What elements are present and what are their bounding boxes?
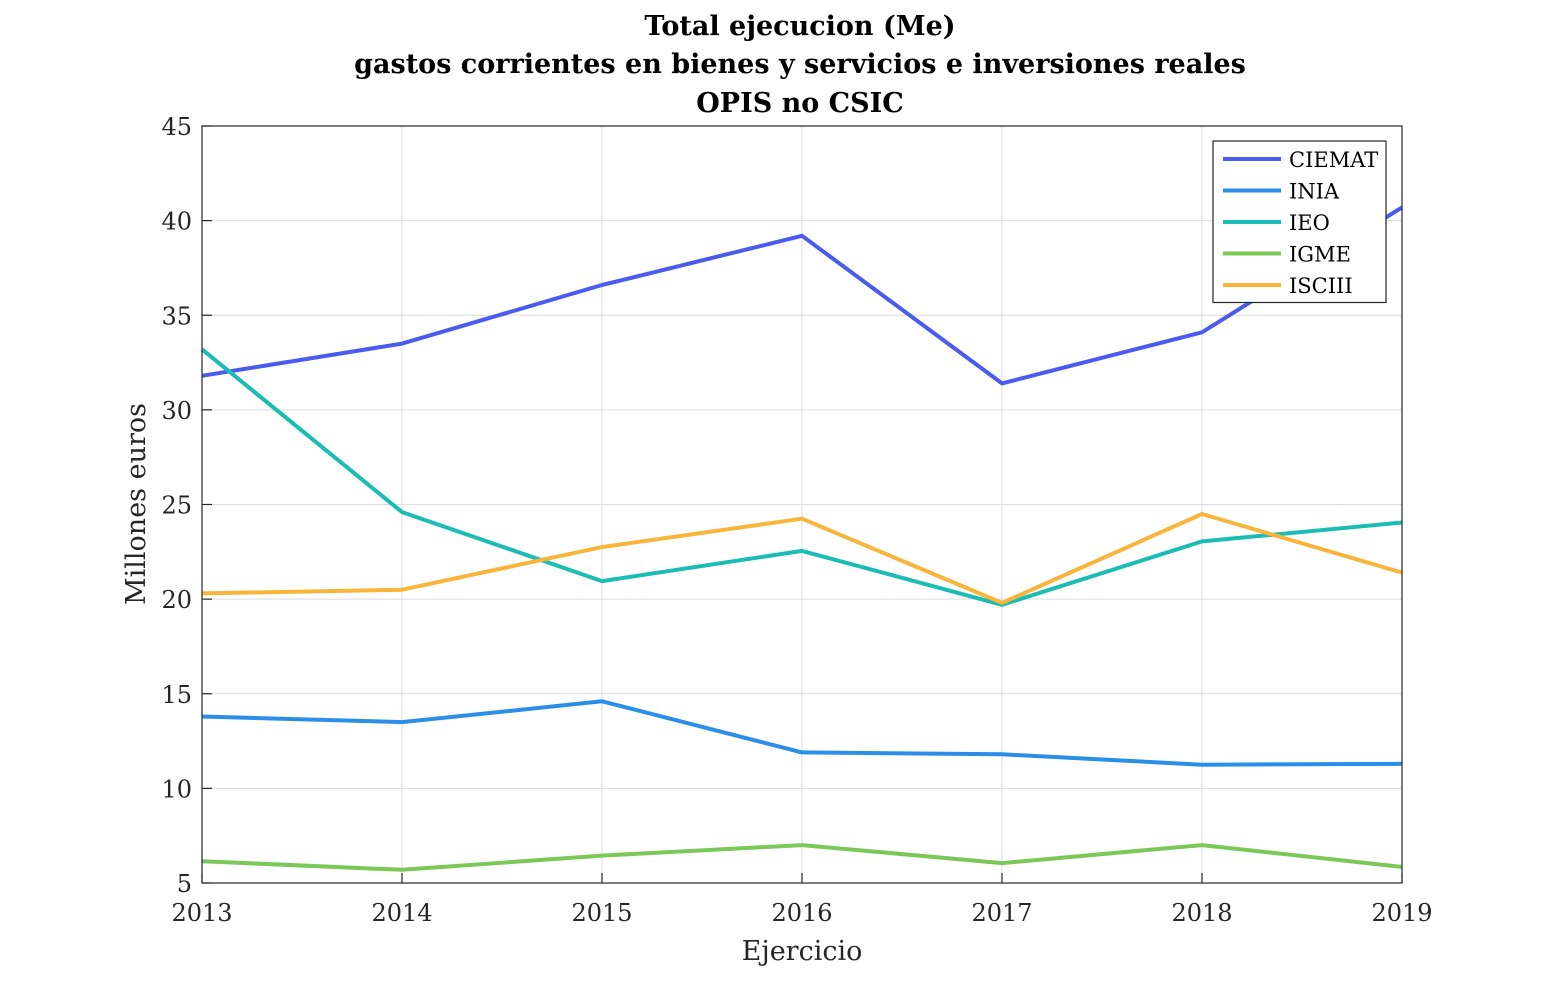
x-tick-label: 2014: [371, 899, 432, 927]
series-line-isciii: [201, 512, 1403, 605]
chart-title-line-1: Total ejecucion (Me): [644, 11, 955, 42]
x-tick-label: 2013: [171, 899, 232, 927]
x-tick-label: 2019: [1371, 899, 1432, 927]
legend-label-ciemat: CIEMAT: [1289, 148, 1378, 172]
series-line-inia: [201, 699, 1403, 767]
y-tick-label: 20: [161, 586, 192, 614]
y-tick-label: 40: [161, 208, 192, 236]
grid: [201, 125, 1403, 884]
series-line-ieo: [200, 347, 1403, 607]
series-line-ciemat: [201, 205, 1404, 386]
legend-label-ieo: IEO: [1289, 211, 1330, 235]
x-tick-label: 2015: [571, 899, 632, 927]
legend-label-isciii: ISCIII: [1289, 274, 1353, 298]
y-tick-label: 25: [161, 492, 192, 520]
y-tick-label: 10: [161, 775, 192, 803]
chart-title: Total ejecucion (Me) gastos corrientes e…: [354, 11, 1246, 119]
x-axis-label: Ejercicio: [742, 936, 863, 967]
y-tick-label: 30: [161, 397, 192, 425]
y-tick-label: 5: [177, 870, 192, 898]
y-axis-label: Millones euros: [121, 403, 152, 605]
y-axis-ticks: 5 10 15 20 25 30 35 40 45: [161, 113, 212, 898]
legend: CIEMAT INIA IEO IGME ISCIII: [1212, 140, 1387, 304]
legend-label-igme: IGME: [1289, 243, 1351, 267]
y-tick-label: 45: [161, 113, 192, 141]
y-tick-label: 15: [161, 681, 192, 709]
x-tick-label: 2017: [971, 899, 1032, 927]
chart-title-line-3: OPIS no CSIC: [696, 88, 904, 119]
x-axis-ticks: 2013 2014 2015 2016 2017 2018 2019: [171, 873, 1433, 927]
chart-title-line-2: gastos corrientes en bienes y servicios …: [354, 49, 1246, 80]
series-lines: [200, 205, 1404, 872]
y-tick-label: 35: [161, 302, 192, 330]
legend-label-inia: INIA: [1289, 180, 1340, 204]
x-tick-label: 2016: [771, 899, 832, 927]
series-line-igme: [201, 843, 1403, 872]
x-tick-label: 2018: [1171, 899, 1232, 927]
